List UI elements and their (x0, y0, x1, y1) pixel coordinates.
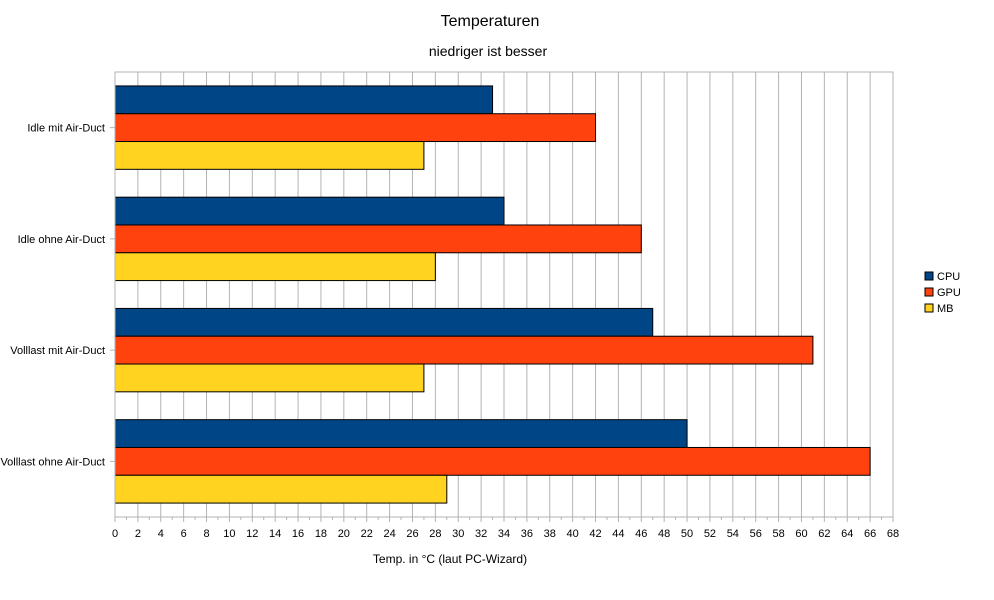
x-tick-label: 40 (567, 528, 579, 540)
legend-label: GPU (937, 287, 961, 299)
x-tick-label: 46 (635, 528, 647, 540)
legend-label: MB (937, 303, 954, 315)
x-tick-label: 14 (269, 528, 281, 540)
x-tick-label: 66 (864, 528, 876, 540)
x-tick-label: 10 (223, 528, 235, 540)
bars (114, 85, 871, 504)
x-tick-label: 26 (406, 528, 418, 540)
x-tick-label: 62 (818, 528, 830, 540)
x-tick-label: 34 (498, 528, 510, 540)
x-tick-label: 38 (544, 528, 556, 540)
x-tick-label: 22 (361, 528, 373, 540)
x-tick-label: 36 (521, 528, 533, 540)
x-tick-label: 50 (681, 528, 693, 540)
x-tick-label: 54 (727, 528, 739, 540)
legend-label: CPU (937, 271, 960, 283)
category-label: Idle ohne Air-Duct (18, 234, 105, 246)
x-tick-label: 32 (475, 528, 487, 540)
x-tick-label: 18 (315, 528, 327, 540)
plot-frame (114, 71, 894, 518)
bar-cpu (114, 196, 505, 226)
bar-mb (114, 363, 425, 393)
x-tick-label: 6 (181, 528, 187, 540)
x-tick-label: 56 (750, 528, 762, 540)
x-tick-label: 60 (795, 528, 807, 540)
x-tick-label: 58 (772, 528, 784, 540)
bar-mb (114, 141, 425, 170)
bar-gpu (114, 224, 642, 254)
x-tick-label: 64 (841, 528, 853, 540)
x-tick-label: 68 (887, 528, 899, 540)
x-tick-label: 44 (612, 528, 624, 540)
chart-subtitle: niedriger ist besser (429, 43, 548, 59)
bar-mb (114, 252, 436, 282)
x-tick-label: 8 (203, 528, 209, 540)
legend: CPU GPU MB (924, 271, 961, 315)
legend-swatch-gpu (924, 287, 934, 297)
x-tick-label: 30 (452, 528, 464, 540)
x-tick-label: 0 (112, 528, 118, 540)
x-axis-label: Temp. in °C (laut PC-Wizard) (373, 552, 527, 566)
bar-cpu (114, 307, 654, 337)
bar-mb (114, 474, 448, 504)
chart-title: Temperaturen (441, 13, 540, 30)
x-tick-label: 20 (338, 528, 350, 540)
bar-cpu (114, 85, 494, 115)
bar-cpu (114, 419, 688, 448)
x-tick-label: 24 (383, 528, 395, 540)
bar-gpu (114, 446, 871, 476)
bar-gpu (114, 335, 814, 365)
x-tick-label: 12 (246, 528, 258, 540)
x-tick-label: 4 (158, 528, 164, 540)
x-tick-label: 16 (292, 528, 304, 540)
legend-swatch-mb (924, 303, 934, 313)
bar-gpu (114, 113, 597, 143)
x-tick-label: 28 (429, 528, 441, 540)
x-tick-label: 52 (704, 528, 716, 540)
legend-swatch-cpu (924, 271, 934, 281)
category-label: Volllast mit Air-Duct (10, 345, 105, 357)
category-labels: Idle mit Air-Duct Idle ohne Air-Duct Volll… (0, 123, 115, 468)
x-tick-label: 48 (658, 528, 670, 540)
x-tick-label: 42 (589, 528, 601, 540)
x-tick-label: 2 (135, 528, 141, 540)
category-label: Idle mit Air-Duct (27, 123, 105, 135)
category-label: Volllast ohne Air-Duct (0, 456, 105, 468)
x-ticks: 0 2 4 6 8 10 12 14 16 18 20 22 24 26 28 30 32 34 36 38 40 42 4… (112, 517, 899, 540)
